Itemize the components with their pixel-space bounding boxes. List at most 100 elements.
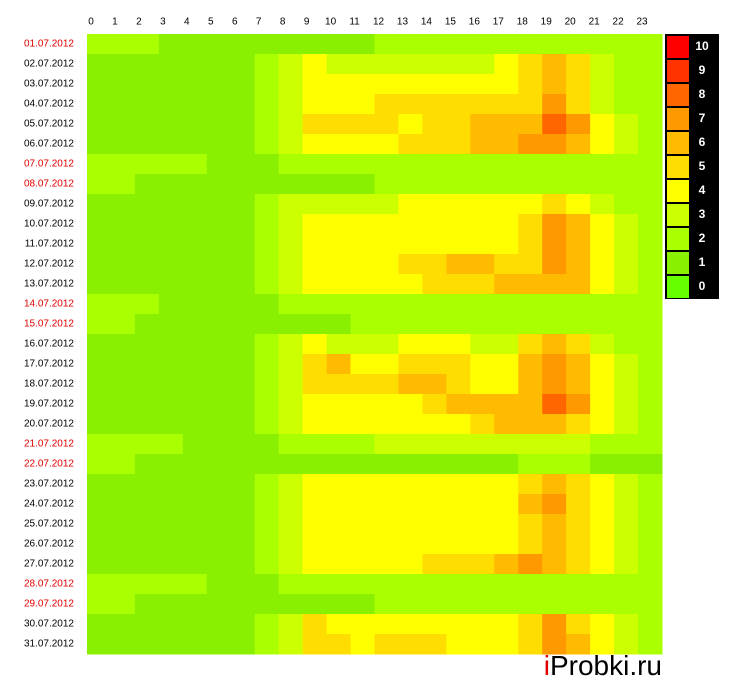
- heat-cell: [350, 634, 375, 655]
- heat-cell: [134, 94, 160, 115]
- heat-cell: [278, 254, 304, 275]
- heat-cell: [302, 54, 328, 75]
- x-tick-label: 23: [636, 17, 648, 28]
- heat-cell: [542, 394, 567, 415]
- heat-cell: [422, 234, 447, 255]
- heat-cell: [374, 474, 399, 495]
- heat-cell: [398, 634, 423, 655]
- heat-cell: [518, 574, 543, 595]
- heat-cell: [134, 74, 160, 95]
- heat-cell: [254, 114, 280, 135]
- heat-cell: [87, 254, 112, 275]
- heat-cell: [398, 414, 423, 435]
- heat-cell: [326, 174, 352, 195]
- heat-cell: [470, 174, 495, 195]
- heat-cell: [326, 594, 352, 615]
- row-label: 06.07.2012: [24, 139, 74, 150]
- heat-cell: [446, 634, 471, 655]
- heat-cell: [326, 134, 352, 155]
- heat-cell: [638, 574, 663, 595]
- heat-cell: [542, 554, 567, 575]
- heat-cell: [446, 54, 471, 75]
- heat-cell: [350, 454, 375, 475]
- row-label: 29.07.2012: [24, 599, 74, 610]
- heat-cell: [590, 534, 615, 555]
- heat-cell: [87, 74, 112, 95]
- heat-cell: [638, 234, 663, 255]
- heat-cell: [494, 294, 519, 315]
- heat-cell: [230, 214, 256, 235]
- heat-cell: [566, 174, 591, 195]
- heat-cell: [470, 234, 495, 255]
- heat-cell: [494, 254, 519, 275]
- row-label: 17.07.2012: [24, 359, 74, 370]
- heat-cell: [638, 194, 663, 215]
- heat-cell: [350, 434, 375, 455]
- heat-cell: [422, 94, 447, 115]
- heat-cell: [374, 94, 399, 115]
- heat-cell: [614, 354, 639, 375]
- heat-cell: [638, 74, 663, 95]
- heat-cell: [158, 74, 184, 95]
- heat-cell: [326, 634, 352, 655]
- heat-cell: [350, 114, 375, 135]
- heat-cell: [110, 134, 136, 155]
- heat-cell: [638, 54, 663, 75]
- heat-cell: [470, 474, 495, 495]
- heat-cell: [278, 274, 304, 295]
- heat-cell: [614, 454, 639, 475]
- heat-cell: [302, 634, 328, 655]
- heat-cell: [326, 234, 352, 255]
- heat-cell: [87, 614, 112, 635]
- row-label: 02.07.2012: [24, 59, 74, 70]
- heat-cell: [638, 554, 663, 575]
- row-label: 03.07.2012: [24, 79, 74, 90]
- heat-cell: [230, 374, 256, 395]
- heat-cell: [470, 374, 495, 395]
- heat-cell: [182, 554, 208, 575]
- heat-cell: [614, 274, 639, 295]
- heat-cell: [542, 94, 567, 115]
- heat-cell: [158, 254, 184, 275]
- heat-cell: [206, 174, 232, 195]
- heat-cell: [374, 154, 399, 175]
- x-tick-label: 13: [397, 17, 409, 28]
- heat-cell: [614, 614, 639, 635]
- row-label: 07.07.2012: [24, 159, 74, 170]
- heat-cell: [110, 454, 136, 475]
- row-label: 18.07.2012: [24, 379, 74, 390]
- heat-cell: [614, 114, 639, 135]
- heat-cell: [590, 114, 615, 135]
- heat-cell: [326, 374, 352, 395]
- heat-cell: [110, 634, 136, 655]
- heat-cell: [566, 34, 591, 55]
- heat-cell: [350, 374, 375, 395]
- heat-cell: [446, 474, 471, 495]
- heat-cell: [278, 414, 304, 435]
- legend-label: 7: [699, 111, 706, 125]
- heat-cell: [87, 94, 112, 115]
- heat-cell: [158, 134, 184, 155]
- heat-cell: [230, 314, 256, 335]
- heat-cell: [230, 494, 256, 515]
- heat-cell: [350, 294, 375, 315]
- legend-label: 1: [699, 255, 706, 269]
- heat-cell: [638, 254, 663, 275]
- heat-cell: [398, 554, 423, 575]
- heat-cell: [134, 454, 160, 475]
- heat-cell: [110, 334, 136, 355]
- heat-cell: [110, 114, 136, 135]
- heat-cell: [422, 594, 447, 615]
- heat-cell: [158, 54, 184, 75]
- heat-cell: [182, 634, 208, 655]
- heat-cell: [230, 34, 256, 55]
- heat-cell: [590, 34, 615, 55]
- heat-cell: [158, 94, 184, 115]
- heat-cell: [134, 494, 160, 515]
- heat-cell: [230, 194, 256, 215]
- heat-cell: [302, 394, 328, 415]
- legend-swatch: [667, 108, 689, 130]
- heat-cell: [590, 274, 615, 295]
- x-tick-label: 11: [349, 17, 360, 28]
- heat-cell: [254, 434, 280, 455]
